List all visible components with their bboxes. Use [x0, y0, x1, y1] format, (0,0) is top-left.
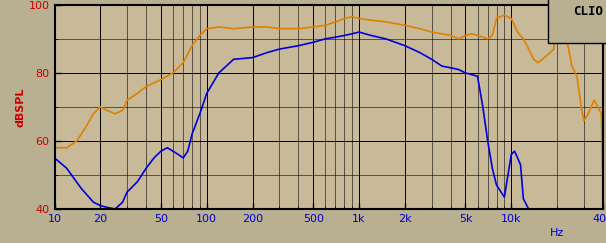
Text: Hz: Hz: [550, 228, 564, 238]
Text: CLIO: CLIO: [573, 5, 603, 18]
Y-axis label: dBSPL: dBSPL: [16, 87, 26, 127]
